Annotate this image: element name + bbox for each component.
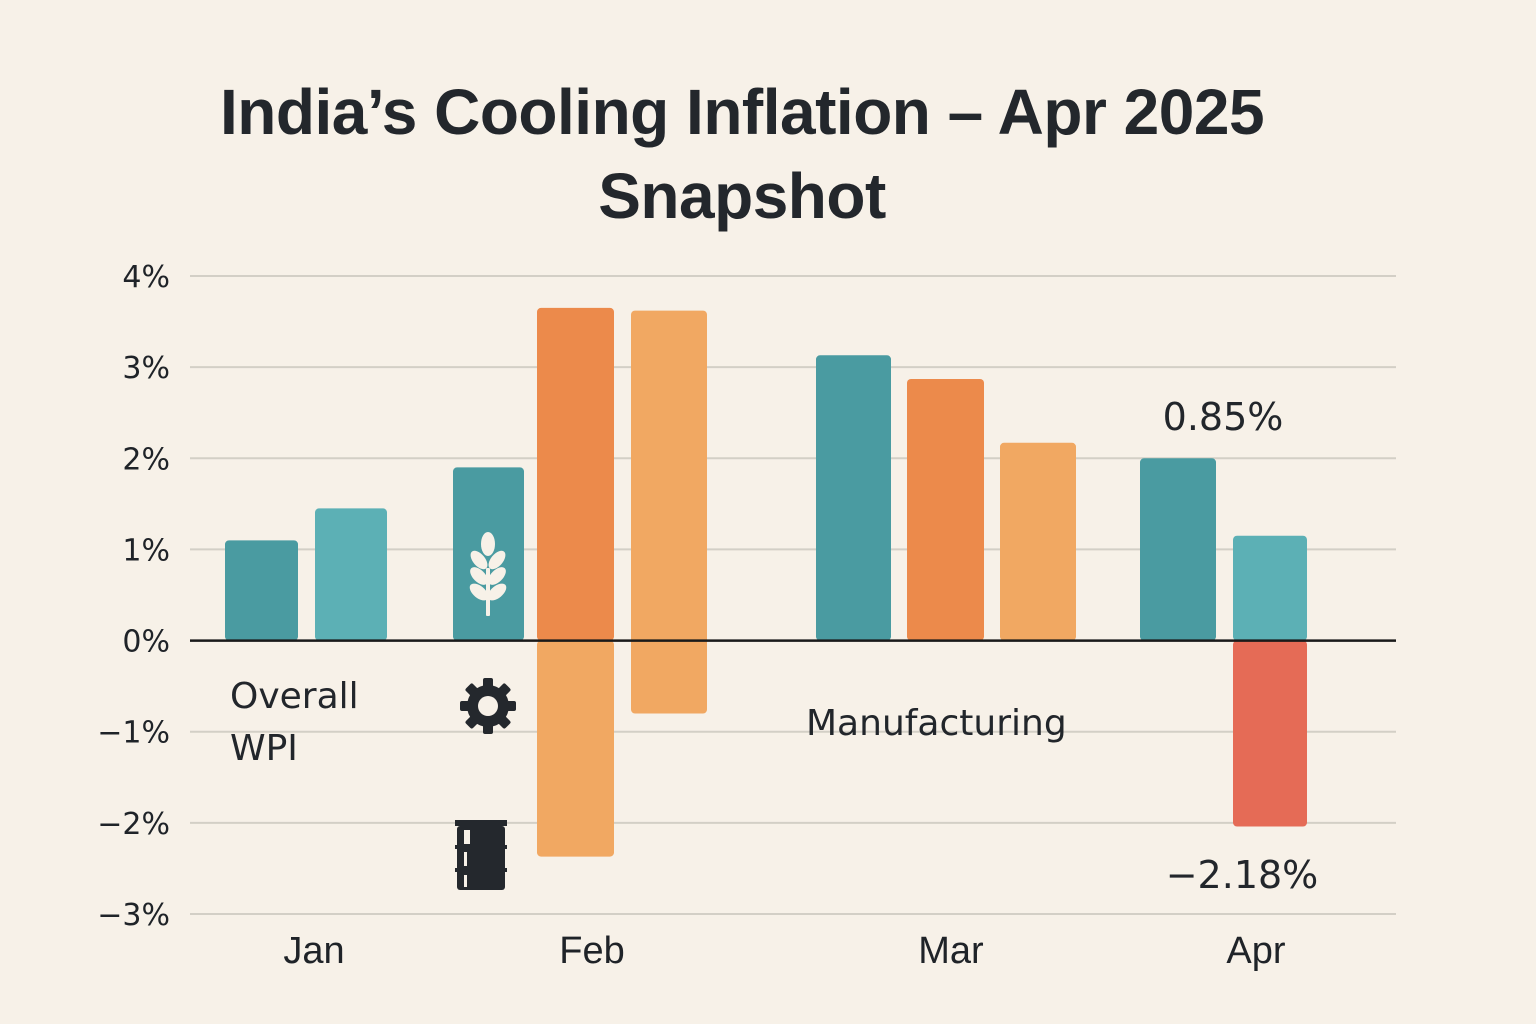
y-tick-label: −1%	[97, 716, 170, 751]
y-tick-label: 1%	[122, 533, 170, 568]
gear-icon	[460, 678, 516, 734]
bar-mar-6	[816, 355, 891, 641]
x-axis-categories: Jan Feb Mar Apr	[283, 930, 1286, 972]
bar-feb-3	[537, 307, 614, 641]
x-tick-jan: Jan	[283, 930, 344, 972]
bar-jan-1	[315, 508, 387, 641]
bar-jan-0	[225, 540, 298, 641]
y-axis-ticks: 4% 3% 2% 1% 0% −1% −2% −3%	[97, 260, 170, 933]
bar-apr-11	[1233, 640, 1307, 827]
group-label-overall-wpi-line-2: WPI	[230, 728, 298, 769]
bar-mar-7	[907, 378, 984, 641]
y-tick-label: −2%	[97, 807, 170, 842]
x-tick-mar: Mar	[918, 930, 984, 972]
group-label-manufacturing: Manufacturing	[806, 703, 1067, 744]
annotation-apr-positive: 0.85%	[1163, 395, 1284, 439]
y-tick-label: 0%	[122, 625, 170, 660]
chart-title: India’s Cooling Inflation – Apr 2025 Sna…	[0, 70, 1484, 238]
group-label-overall-wpi-line-1: Overall	[230, 676, 359, 717]
chart-title-line-2: Snapshot	[598, 160, 886, 232]
y-tick-label: 3%	[122, 351, 170, 386]
bar-feb-5	[631, 310, 707, 714]
annotation-apr-negative: −2.18%	[1166, 853, 1319, 897]
y-tick-label: −3%	[97, 898, 170, 933]
oil-barrel-icon	[455, 820, 507, 890]
bar-mar-8	[1000, 442, 1076, 641]
y-tick-label: 4%	[122, 260, 170, 295]
x-tick-apr: Apr	[1226, 930, 1285, 972]
group-labels: Overall WPI Manufacturing	[230, 676, 1067, 769]
bar-apr-10	[1233, 535, 1307, 641]
y-tick-label: 2%	[122, 442, 170, 477]
bar-apr-9	[1140, 458, 1216, 641]
bars	[225, 307, 1307, 857]
annotations: 0.85% −2.18%	[1163, 395, 1319, 897]
bar-feb-4	[537, 640, 614, 857]
chart-title-line-1: India’s Cooling Inflation – Apr 2025	[219, 76, 1265, 148]
wheat-icon	[469, 532, 507, 616]
x-tick-feb: Feb	[559, 930, 624, 972]
